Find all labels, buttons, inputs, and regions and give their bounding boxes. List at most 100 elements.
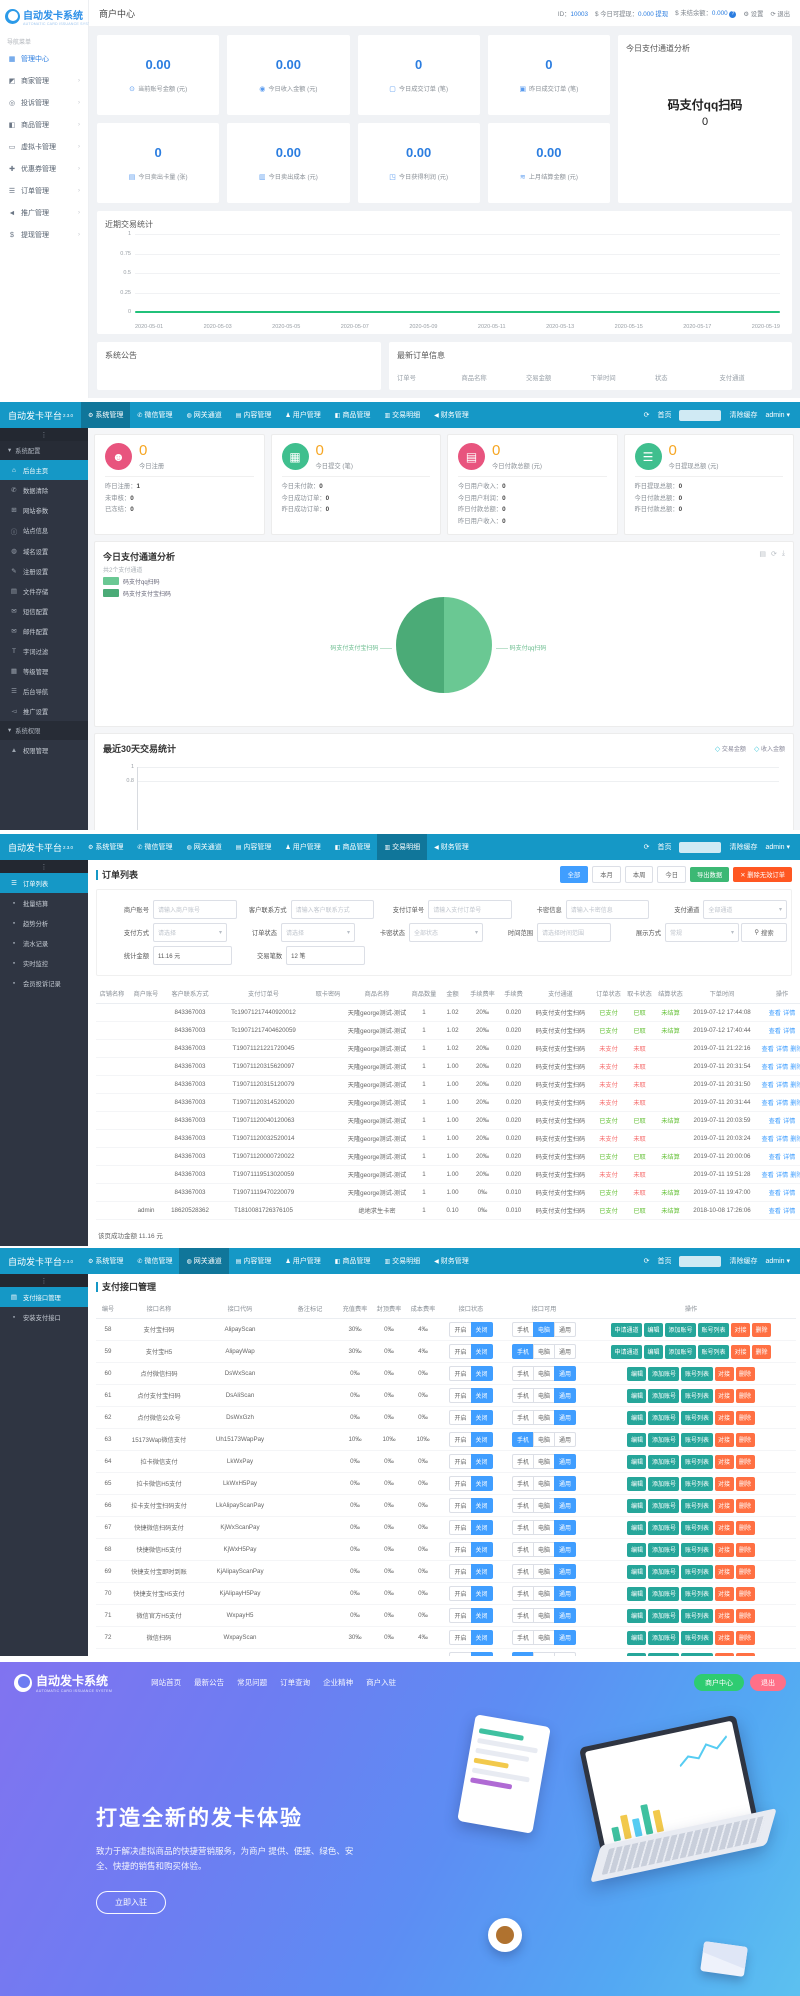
toggle-on-button[interactable]: 开启 (449, 1432, 472, 1447)
nav-item-stats[interactable]: ▥ 交易明细 (377, 1248, 427, 1274)
device-通用[interactable]: 通用 (554, 1542, 577, 1557)
data-view-icon[interactable]: ▤ (759, 550, 767, 558)
join-now-button[interactable]: 立即入驻 (96, 1890, 166, 1914)
action-账号列表[interactable]: 账号列表 (681, 1542, 713, 1557)
toggle-on-button[interactable]: 开启 (449, 1564, 472, 1579)
sidebar-collapse-handle[interactable]: ⋮ (0, 860, 88, 873)
filter-input[interactable]: 请输入支付订单号 (428, 900, 512, 919)
action-删除[interactable]: 删除 (735, 1630, 755, 1645)
action-删除[interactable]: 删除 (790, 1172, 800, 1179)
toggle-off-button[interactable]: 关闭 (470, 1652, 493, 1656)
toggle-off-button[interactable]: 关闭 (470, 1454, 493, 1469)
merchant-center-button[interactable]: 商户中心 (694, 1674, 744, 1691)
sidebar-item-withdraw[interactable]: $ 提现管理 › (0, 224, 88, 246)
home-link[interactable]: 首页 (657, 1258, 672, 1265)
filter-select[interactable]: 请选择 ▾ (281, 923, 355, 942)
action-详情[interactable]: 详情 (783, 1118, 796, 1125)
settings-button[interactable]: ⚙ 设置 (743, 10, 764, 18)
sidebar-item-promotion[interactable]: ◄ 推广管理 › (0, 202, 88, 224)
sidebar-item-短信配置[interactable]: ✉ 短信配置 (0, 601, 88, 621)
action-查看[interactable]: 查看 (768, 1154, 781, 1161)
toggle-on-button[interactable]: 开启 (449, 1542, 472, 1557)
delete-invalid-button[interactable]: ✕ 删除无效订单 (733, 867, 792, 882)
device-手机[interactable]: 手机 (511, 1366, 534, 1381)
sidebar-item-virtual-card[interactable]: ▭ 虚拟卡管理 › (0, 136, 88, 158)
action-查看[interactable]: 查看 (761, 1100, 774, 1107)
action-删除[interactable]: 删除 (790, 1082, 800, 1089)
action-对接[interactable]: 对接 (714, 1564, 734, 1579)
action-编辑[interactable]: 编辑 (627, 1542, 647, 1557)
clear-cache-link[interactable]: 清除缓存 (729, 412, 758, 419)
device-手机[interactable]: 手机 (511, 1564, 534, 1579)
range-tab-本周[interactable]: 本周 (624, 866, 654, 883)
action-添加账号[interactable]: 添加账号 (648, 1366, 680, 1381)
device-通用[interactable]: 通用 (554, 1608, 577, 1623)
action-账号列表[interactable]: 账号列表 (681, 1498, 713, 1513)
device-通用[interactable]: 通用 (554, 1322, 577, 1337)
action-添加账号[interactable]: 添加账号 (648, 1564, 680, 1579)
device-手机[interactable]: 手机 (511, 1344, 534, 1359)
sidebar-item-推广设置[interactable]: ◅ 推广设置 (0, 701, 88, 721)
nav-item-goods[interactable]: ◧ 商品管理 (328, 1248, 378, 1274)
action-账号列表[interactable]: 账号列表 (681, 1564, 713, 1579)
withdraw-link[interactable]: 提现 (655, 10, 669, 18)
device-电脑[interactable]: 电脑 (532, 1366, 555, 1381)
nav-item-content[interactable]: ▤ 内容管理 (229, 834, 279, 860)
device-通用[interactable]: 通用 (554, 1498, 577, 1513)
logout-button[interactable]: ⟳ 退出 (770, 10, 790, 18)
device-电脑[interactable]: 电脑 (532, 1454, 555, 1469)
action-删除[interactable]: 删除 (735, 1432, 755, 1447)
nav-item-gear[interactable]: ⚙ 系统管理 (81, 402, 131, 428)
action-详情[interactable]: 详情 (783, 1028, 796, 1035)
action-删除[interactable]: 删除 (790, 1064, 800, 1071)
action-编辑[interactable]: 编辑 (627, 1388, 647, 1403)
action-添加账号[interactable]: 添加账号 (648, 1586, 680, 1601)
sidebar-item-dashboard[interactable]: ▦ 管理中心 (0, 48, 88, 70)
range-tab-全部[interactable]: 全部 (559, 866, 589, 883)
action-删除[interactable]: 删除 (735, 1476, 755, 1491)
action-对接[interactable]: 对接 (714, 1432, 734, 1447)
device-电脑[interactable]: 电脑 (532, 1432, 555, 1447)
action-编辑[interactable]: 编辑 (627, 1586, 647, 1601)
user-menu[interactable]: admin ▾ (765, 1258, 790, 1265)
action-添加账号[interactable]: 添加账号 (648, 1498, 680, 1513)
line-legend-item[interactable]: ◇ 收入金额 (754, 744, 785, 753)
device-通用[interactable]: 通用 (554, 1476, 577, 1491)
action-详情[interactable]: 详情 (775, 1136, 789, 1143)
action-账号列表[interactable]: 账号列表 (681, 1432, 713, 1447)
sidebar-group-header[interactable]: ▾ 系统权限 (0, 721, 88, 740)
toggle-on-button[interactable]: 开启 (449, 1388, 472, 1403)
sidebar-item-coupon[interactable]: ✚ 优惠券管理 › (0, 158, 88, 180)
device-电脑[interactable]: 电脑 (532, 1344, 555, 1359)
filter-select[interactable]: 请选择 ▾ (153, 923, 227, 942)
device-手机[interactable]: 手机 (511, 1476, 534, 1491)
device-电脑[interactable]: 电脑 (532, 1608, 555, 1623)
action-对接[interactable]: 对接 (731, 1344, 751, 1359)
action-对接[interactable]: 对接 (714, 1586, 734, 1601)
action-编辑[interactable]: 编辑 (627, 1432, 647, 1447)
device-通用[interactable]: 通用 (554, 1586, 577, 1601)
action-详情[interactable]: 详情 (783, 1190, 796, 1197)
action-账号列表[interactable]: 账号列表 (681, 1520, 713, 1535)
device-电脑[interactable]: 电脑 (532, 1498, 555, 1513)
action-编辑[interactable]: 编辑 (627, 1608, 647, 1623)
action-详情[interactable]: 详情 (775, 1082, 789, 1089)
action-删除[interactable]: 删除 (790, 1136, 800, 1143)
action-编辑[interactable]: 编辑 (627, 1454, 647, 1469)
toggle-off-button[interactable]: 关闭 (470, 1630, 493, 1645)
refresh-icon[interactable]: ⟳ (643, 844, 650, 851)
action-编辑[interactable]: 编辑 (627, 1520, 647, 1535)
action-删除[interactable]: 删除 (752, 1322, 772, 1337)
sidebar-item-注册设置[interactable]: ✎ 注册设置 (0, 561, 88, 581)
toggle-off-button[interactable]: 关闭 (470, 1608, 493, 1623)
action-查看[interactable]: 查看 (761, 1064, 774, 1071)
help-icon[interactable]: ? (729, 11, 737, 18)
filter-input[interactable]: 请输入商户账号 (153, 900, 237, 919)
action-详情[interactable]: 详情 (775, 1172, 789, 1179)
nav-item-finance[interactable]: ◀ 财务管理 (427, 834, 476, 860)
action-删除[interactable]: 删除 (735, 1564, 755, 1579)
device-电脑[interactable]: 电脑 (532, 1586, 555, 1601)
action-对接[interactable]: 对接 (714, 1652, 734, 1656)
landing-nav-网站首页[interactable]: 网站首页 (151, 1678, 182, 1687)
action-详情[interactable]: 详情 (775, 1046, 789, 1053)
